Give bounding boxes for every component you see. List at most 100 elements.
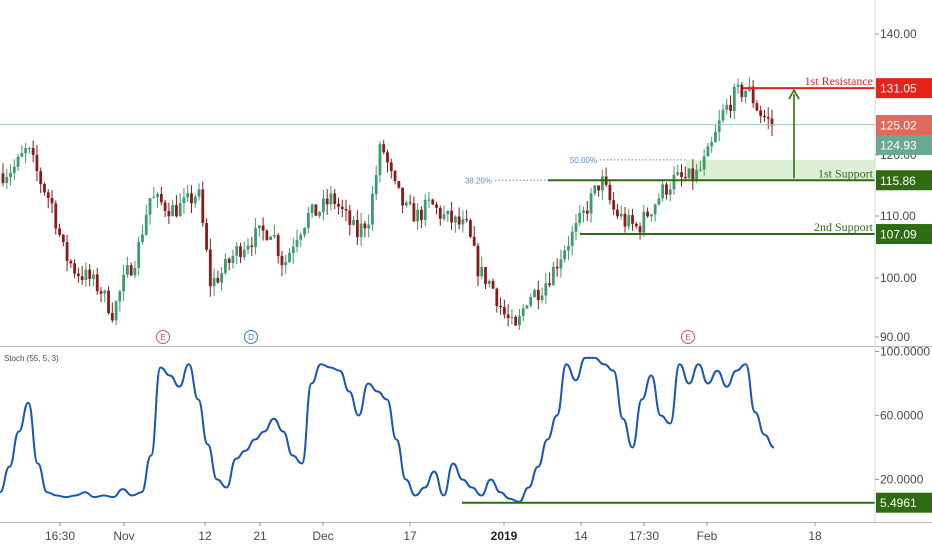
candle-body[interactable] xyxy=(322,198,325,212)
candle-body[interactable] xyxy=(680,172,683,177)
candle-body[interactable] xyxy=(137,241,141,268)
candle-body[interactable] xyxy=(401,187,404,206)
candle-body[interactable] xyxy=(661,184,665,199)
event-marker-d[interactable] xyxy=(244,330,258,344)
candle-body[interactable] xyxy=(499,305,502,308)
candle-body[interactable] xyxy=(668,189,672,195)
candle-body[interactable] xyxy=(114,301,118,321)
candle-body[interactable] xyxy=(702,156,706,170)
candle-body[interactable] xyxy=(589,193,593,214)
candle-body[interactable] xyxy=(574,223,578,232)
candle-body[interactable] xyxy=(612,200,616,210)
candle-body[interactable] xyxy=(698,169,702,171)
candle-body[interactable] xyxy=(740,84,744,98)
candle-body[interactable] xyxy=(555,266,559,269)
candle-body[interactable] xyxy=(314,204,318,216)
candle-body[interactable] xyxy=(12,166,16,173)
candle-body[interactable] xyxy=(416,209,420,222)
candle-body[interactable] xyxy=(672,174,676,190)
candle-body[interactable] xyxy=(770,118,774,126)
candle-body[interactable] xyxy=(529,297,533,306)
candle-body[interactable] xyxy=(729,104,732,111)
candle-body[interactable] xyxy=(480,267,484,277)
candle-body[interactable] xyxy=(371,193,374,225)
candle-body[interactable] xyxy=(649,214,653,217)
candle-body[interactable] xyxy=(755,103,759,111)
candle-body[interactable] xyxy=(461,219,465,225)
candle-body[interactable] xyxy=(310,204,314,214)
candle-body[interactable] xyxy=(397,181,401,188)
candle-body[interactable] xyxy=(99,291,103,294)
candle-body[interactable] xyxy=(450,210,453,223)
candle-body[interactable] xyxy=(65,242,69,261)
candle-body[interactable] xyxy=(638,226,642,233)
candle-body[interactable] xyxy=(250,245,254,247)
candle-body[interactable] xyxy=(242,249,246,257)
candle-body[interactable] xyxy=(355,219,359,238)
candle-body[interactable] xyxy=(465,219,469,221)
candle-body[interactable] xyxy=(457,216,461,225)
candle-body[interactable] xyxy=(265,230,269,240)
candle-body[interactable] xyxy=(676,172,680,175)
candle-body[interactable] xyxy=(46,192,50,199)
candle-body[interactable] xyxy=(291,246,295,254)
candle-body[interactable] xyxy=(118,291,122,302)
candle-body[interactable] xyxy=(103,290,107,294)
candle-body[interactable] xyxy=(318,211,322,216)
candle-body[interactable] xyxy=(69,260,73,264)
candle-body[interactable] xyxy=(329,193,333,205)
candle-body[interactable] xyxy=(58,228,61,235)
candle-body[interactable] xyxy=(408,202,412,204)
candle-body[interactable] xyxy=(88,269,92,279)
candle-body[interactable] xyxy=(43,184,46,193)
candle-body[interactable] xyxy=(212,277,216,287)
candle-body[interactable] xyxy=(224,258,227,273)
candle-body[interactable] xyxy=(469,220,472,237)
candle-body[interactable] xyxy=(423,199,427,220)
candle-body[interactable] xyxy=(348,210,352,225)
candle-body[interactable] xyxy=(446,210,450,215)
candle-body[interactable] xyxy=(73,263,77,274)
candle-body[interactable] xyxy=(634,223,638,227)
candle-body[interactable] xyxy=(570,231,574,246)
candle-body[interactable] xyxy=(665,184,668,195)
candle-body[interactable] xyxy=(20,153,24,157)
candle-body[interactable] xyxy=(95,274,99,292)
candle-body[interactable] xyxy=(525,305,529,309)
candle-body[interactable] xyxy=(593,185,597,194)
candle-body[interactable] xyxy=(337,203,340,207)
candle-body[interactable] xyxy=(144,214,148,235)
candle-body[interactable] xyxy=(687,168,691,178)
candle-body[interactable] xyxy=(276,235,280,256)
candle-body[interactable] xyxy=(710,142,714,147)
candle-body[interactable] xyxy=(374,175,378,194)
candle-body[interactable] xyxy=(31,147,35,155)
candle-body[interactable] xyxy=(533,289,536,298)
candle-body[interactable] xyxy=(167,210,171,217)
candle-body[interactable] xyxy=(359,223,363,238)
candle-body[interactable] xyxy=(600,176,604,191)
candle-body[interactable] xyxy=(521,308,525,316)
candle-body[interactable] xyxy=(714,131,717,143)
candle-body[interactable] xyxy=(257,225,261,229)
candle-body[interactable] xyxy=(76,273,80,277)
candle-body[interactable] xyxy=(653,204,657,215)
candle-body[interactable] xyxy=(50,198,54,204)
candle-body[interactable] xyxy=(721,109,725,121)
candle-body[interactable] xyxy=(435,204,438,208)
candle-body[interactable] xyxy=(548,283,551,286)
candle-body[interactable] xyxy=(404,202,408,206)
candle-body[interactable] xyxy=(340,206,344,210)
candle-body[interactable] xyxy=(16,156,20,167)
candle-body[interactable] xyxy=(717,120,721,132)
candle-body[interactable] xyxy=(178,203,182,217)
candle-body[interactable] xyxy=(585,210,589,214)
candle-body[interactable] xyxy=(235,246,239,256)
candle-body[interactable] xyxy=(246,245,250,250)
candle-body[interactable] xyxy=(344,209,348,211)
stoch-line[interactable] xyxy=(0,356,775,503)
candle-body[interactable] xyxy=(182,197,186,204)
candle-body[interactable] xyxy=(205,222,208,250)
candle-body[interactable] xyxy=(231,255,235,264)
candle-body[interactable] xyxy=(412,203,416,222)
